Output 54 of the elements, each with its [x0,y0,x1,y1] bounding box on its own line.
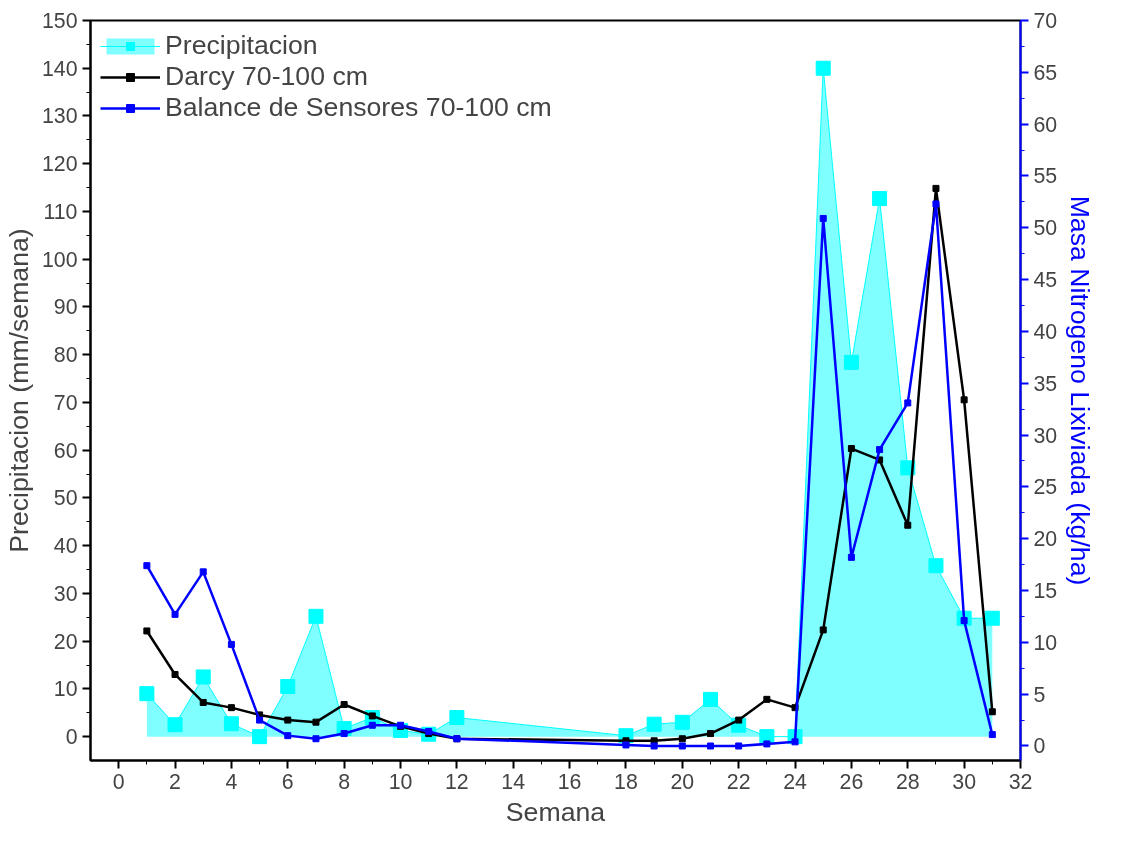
y2-tick-label: 50 [1033,216,1058,241]
y-tick-label: 0 [65,725,78,750]
x-tick-label: 30 [952,769,977,794]
x-tick-label: 8 [338,769,351,794]
x-tick-label: 2 [169,769,181,794]
y-tick-label: 10 [53,677,78,702]
y2-tick-label: 0 [1033,734,1046,759]
x-tick-label: 12 [445,769,469,794]
y2-tick-label: 35 [1033,371,1058,396]
x-tick-label: 24 [783,769,808,794]
y-tick-label: 90 [53,295,78,320]
y2-axis-title: Masa Nitrogeno Lixiviada (kg/ha) [1065,195,1096,586]
y-tick-label: 100 [41,247,78,272]
x-tick-label: 20 [670,769,695,794]
x-tick-label: 22 [726,769,751,794]
y-tick-label: 80 [53,343,78,368]
x-axis-title: Semana [505,796,606,827]
y-tick-label: 40 [53,534,78,559]
y2-tick-label: 5 [1033,682,1046,707]
y-axis-title: Precipitacion (mm/semana) [3,228,34,553]
y2-tick-label: 10 [1033,630,1058,655]
y2-tick-label: 30 [1033,423,1058,448]
legend-label: Precipitacion [165,30,318,61]
y2-tick-label: 65 [1033,60,1058,85]
legend-label: Balance de Sensores 70-100 cm [165,92,552,123]
y-tick-label: 70 [53,390,78,415]
y-tick-label: 120 [41,152,78,177]
y-tick-label: 50 [53,486,78,511]
y2-tick-label: 60 [1033,112,1058,137]
x-tick-label: 26 [839,769,864,794]
y2-tick-label: 70 [1033,9,1058,33]
y-tick-label: 140 [41,56,78,81]
x-tick-label: 32 [1008,769,1033,794]
x-tick-label: 18 [614,769,638,794]
y-tick-label: 30 [53,581,78,606]
x-tick-label: 4 [225,769,238,794]
y-tick-label: 130 [41,104,78,129]
y2-tick-label: 40 [1033,319,1058,344]
y-tick-label: 60 [53,438,78,463]
y2-tick-label: 45 [1033,268,1058,293]
x-tick-label: 16 [557,769,582,794]
x-tick-label: 0 [112,769,125,794]
y2-tick-label: 20 [1033,527,1058,552]
y-tick-label: 150 [41,9,78,33]
x-tick-label: 14 [501,769,526,794]
x-tick-label: 28 [895,769,920,794]
legend-label: Darcy 70-100 cm [165,61,368,92]
y2-tick-label: 25 [1033,475,1058,500]
x-tick-label: 6 [281,769,294,794]
y-tick-label: 110 [43,199,78,224]
y-tick-label: 20 [53,629,78,654]
y2-tick-label: 55 [1033,164,1058,189]
x-tick-label: 10 [388,769,413,794]
y2-tick-label: 15 [1033,579,1058,604]
